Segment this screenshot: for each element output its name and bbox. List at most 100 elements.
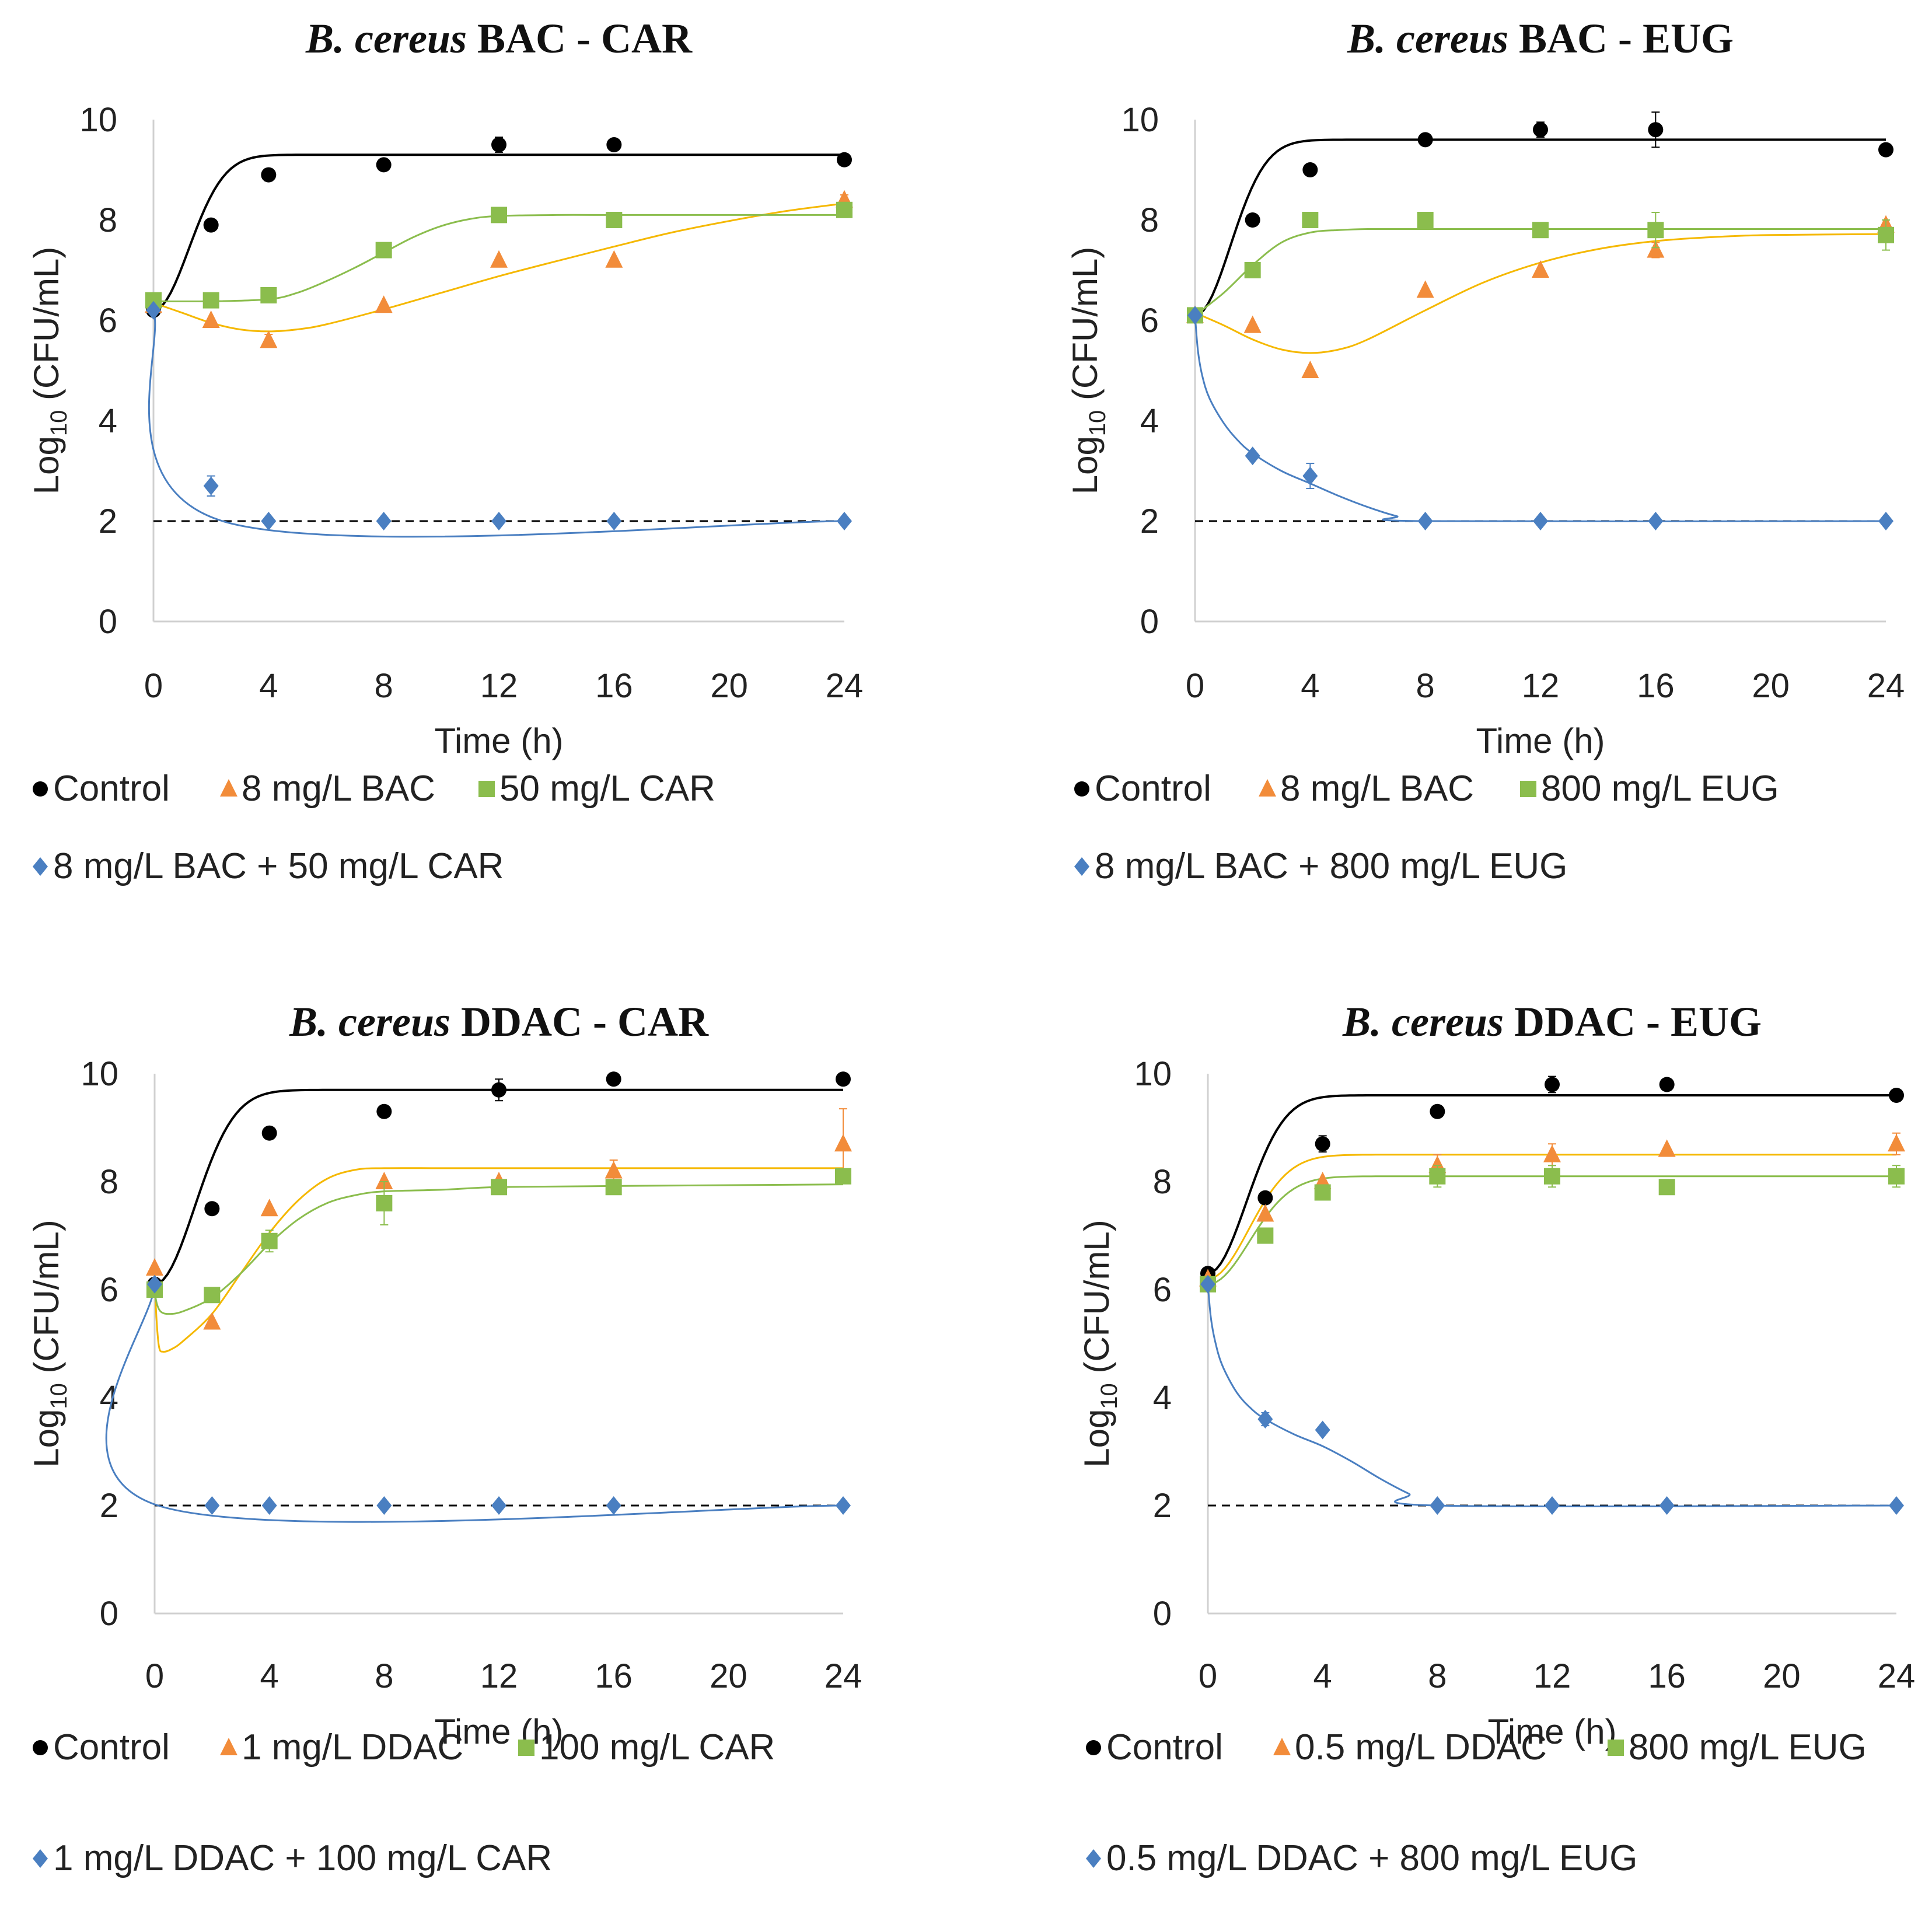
- data-point-triangle: [1416, 280, 1434, 298]
- x-tick-label: 12: [480, 1657, 518, 1695]
- data-point-circle: [1257, 1190, 1273, 1206]
- legend-item[interactable]: 1 mg/L DDAC: [220, 1727, 463, 1768]
- data-point-square: [261, 1232, 278, 1249]
- data-point-circle: [1533, 122, 1548, 138]
- x-tick-label: 12: [480, 667, 518, 705]
- legend-label: 1 mg/L DDAC: [242, 1727, 463, 1768]
- legend-label: 8 mg/L BAC + 800 mg/L EUG: [1095, 846, 1567, 886]
- x-tick-label: 12: [1533, 1657, 1571, 1695]
- fit-curve-square: [153, 214, 844, 303]
- y-axis-label: Log10 (CFU/mL): [27, 1220, 72, 1468]
- legend-marker-triangle-icon: [1259, 779, 1276, 797]
- y-tick-label: 8: [100, 1163, 118, 1201]
- data-point-diamond: [1257, 1410, 1273, 1428]
- legend-item[interactable]: Control: [33, 769, 170, 809]
- legend-marker-diamond-icon: [33, 1849, 48, 1868]
- y-axis-label-log: Log: [1065, 436, 1105, 494]
- data-point-circle: [1245, 212, 1260, 228]
- legend-item[interactable]: Control: [33, 1727, 170, 1768]
- legend-item[interactable]: 800 mg/L EUG: [1608, 1727, 1867, 1768]
- y-axis-label-subscript: 10: [46, 410, 72, 436]
- data-point-diamond: [606, 1496, 621, 1515]
- x-tick-label: 8: [375, 1657, 393, 1695]
- data-point-diamond: [1187, 306, 1203, 325]
- data-point-circle: [491, 137, 506, 152]
- x-tick-label: 24: [824, 1657, 862, 1695]
- data-point-diamond: [491, 512, 506, 530]
- y-axis-label-log: Log: [27, 1409, 66, 1468]
- legend-marker-triangle-icon: [1273, 1738, 1291, 1755]
- data-point-circle: [376, 157, 392, 173]
- data-point-triangle: [605, 1161, 623, 1179]
- data-point-square: [260, 287, 277, 303]
- legend-item[interactable]: 0.5 mg/L DDAC: [1273, 1727, 1547, 1768]
- data-point-circle: [491, 1082, 506, 1098]
- data-point-circle: [1659, 1077, 1675, 1092]
- y-tick-label: 10: [81, 1055, 118, 1093]
- data-point-square: [1658, 1179, 1675, 1196]
- data-point-circle: [1545, 1077, 1560, 1092]
- data-point-diamond: [1245, 446, 1260, 466]
- y-tick-label: 2: [1140, 502, 1159, 540]
- legend-label: 0.5 mg/L DDAC: [1295, 1727, 1547, 1768]
- legend-marker-diamond-icon: [1074, 857, 1089, 876]
- x-tick-label: 4: [259, 667, 278, 705]
- y-tick-label: 0: [1153, 1595, 1172, 1633]
- data-point-circle: [606, 1071, 621, 1087]
- data-point-diamond: [491, 1496, 506, 1515]
- x-tick-label: 0: [144, 667, 163, 705]
- data-point-triangle: [1256, 1204, 1274, 1222]
- legend-item[interactable]: 0.5 mg/L DDAC + 800 mg/L EUG: [1086, 1838, 1637, 1878]
- data-point-square: [1647, 222, 1664, 239]
- chart-title: B. cereus BAC - EUG: [1347, 15, 1734, 62]
- y-tick-label: 2: [100, 1487, 118, 1525]
- fit-curve-triangle: [153, 1167, 843, 1353]
- legend-item[interactable]: 800 mg/L EUG: [1520, 769, 1779, 809]
- legend-label: 1 mg/L DDAC + 100 mg/L CAR: [53, 1838, 552, 1878]
- legend-item[interactable]: 8 mg/L BAC + 50 mg/L CAR: [33, 846, 504, 886]
- y-axis-label: Log10 (CFU/mL): [27, 247, 72, 495]
- legend-item[interactable]: 8 mg/L BAC: [1259, 769, 1474, 809]
- y-tick-label: 4: [1140, 402, 1159, 440]
- legend-label: 8 mg/L BAC: [1280, 769, 1474, 809]
- chart-title-treatment: BAC - CAR: [467, 15, 693, 62]
- legend-marker-circle-icon: [1074, 781, 1089, 797]
- data-point-triangle: [1532, 260, 1549, 278]
- data-point-triangle: [375, 295, 393, 313]
- chart-title-treatment: DDAC - CAR: [450, 998, 709, 1045]
- legend-item[interactable]: 8 mg/L BAC + 800 mg/L EUG: [1074, 846, 1567, 886]
- fit-curve-circle: [1194, 138, 1886, 317]
- x-tick-label: 4: [260, 1657, 279, 1695]
- legend-item[interactable]: 100 mg/L CAR: [518, 1727, 775, 1768]
- y-tick-label: 8: [1153, 1163, 1172, 1201]
- data-point-diamond: [1545, 1496, 1560, 1515]
- legend-item[interactable]: 1 mg/L DDAC + 100 mg/L CAR: [33, 1838, 552, 1878]
- legend-item[interactable]: 50 mg/L CAR: [478, 769, 715, 809]
- legend-marker-square-icon: [518, 1740, 534, 1756]
- y-tick-label: 4: [1153, 1379, 1172, 1417]
- legend-label: Control: [53, 769, 170, 809]
- legend-marker-square-icon: [478, 781, 495, 797]
- data-point-square: [1302, 212, 1319, 228]
- legend-label: 50 mg/L CAR: [499, 769, 715, 809]
- fit-curve-diamond: [1207, 1284, 1897, 1508]
- data-point-diamond: [261, 1496, 277, 1515]
- legend-label: 800 mg/L EUG: [1541, 769, 1779, 809]
- data-point-square: [835, 1168, 851, 1185]
- y-axis-label-unit: (CFU/mL): [27, 247, 66, 410]
- legend-item[interactable]: Control: [1074, 769, 1211, 809]
- data-point-diamond: [147, 1274, 162, 1294]
- legend-label: 800 mg/L EUG: [1629, 1727, 1867, 1768]
- fit-curve-triangle: [1194, 233, 1886, 354]
- data-point-circle: [1648, 122, 1664, 138]
- legend-label: Control: [1095, 769, 1211, 809]
- data-point-diamond: [1200, 1274, 1215, 1294]
- chart-title: B. cereus BAC - CAR: [305, 15, 693, 62]
- fit-curve-diamond: [1194, 315, 1886, 523]
- legend-item[interactable]: 8 mg/L BAC: [220, 769, 435, 809]
- data-point-triangle: [146, 1258, 163, 1276]
- data-point-triangle: [1301, 361, 1319, 378]
- legend-item[interactable]: Control: [1086, 1727, 1223, 1768]
- y-tick-label: 6: [100, 1271, 118, 1309]
- data-point-square: [202, 292, 219, 309]
